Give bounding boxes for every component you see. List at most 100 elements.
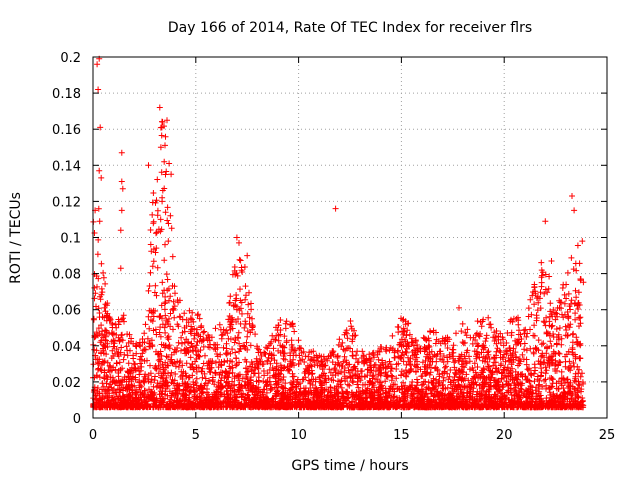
data-point [301, 370, 308, 376]
data-point [349, 338, 356, 345]
data-point [239, 310, 245, 317]
data-point [295, 361, 302, 368]
data-point [120, 356, 127, 363]
data-point [191, 325, 198, 332]
data-point [205, 359, 212, 366]
data-point [347, 318, 354, 324]
data-point [165, 285, 172, 292]
data-point [238, 383, 245, 390]
data-point [119, 331, 125, 338]
data-point [345, 345, 352, 351]
data-point [504, 330, 511, 336]
data-point [113, 360, 120, 367]
data-point [474, 364, 481, 370]
data-point [179, 340, 185, 347]
data-point [227, 293, 234, 300]
data-point [568, 297, 575, 304]
data-point [538, 283, 545, 290]
data-point [200, 343, 207, 350]
data-point [270, 345, 277, 352]
data-point [330, 377, 337, 384]
data-point [366, 351, 373, 358]
data-point [100, 274, 107, 281]
data-point [172, 371, 179, 377]
data-point [96, 310, 103, 316]
data-point [150, 307, 157, 314]
data-point [561, 300, 568, 307]
data-point [558, 368, 565, 375]
data-point [146, 283, 153, 289]
data-point [161, 300, 168, 307]
data-point [153, 230, 159, 237]
data-point [169, 253, 176, 260]
data-point [158, 132, 165, 139]
data-point [389, 332, 396, 339]
data-point [577, 373, 584, 380]
data-point [527, 296, 534, 303]
data-point [144, 335, 151, 342]
data-point [165, 220, 172, 227]
data-point [159, 194, 166, 201]
data-point [136, 378, 143, 385]
data-point [402, 348, 409, 355]
data-point [102, 308, 109, 315]
data-point [402, 338, 409, 345]
data-point [171, 314, 178, 321]
data-point [282, 380, 289, 387]
data-point [568, 254, 575, 261]
data-point [162, 293, 169, 300]
data-point [566, 358, 573, 365]
data-point [95, 325, 102, 332]
data-point [344, 381, 351, 388]
data-point [243, 339, 250, 346]
data-point [449, 346, 456, 353]
data-point [482, 338, 489, 345]
data-point [162, 171, 169, 178]
data-point [116, 359, 123, 366]
data-point [575, 289, 582, 296]
data-point [165, 354, 171, 361]
data-point [576, 260, 583, 267]
data-point [572, 287, 579, 294]
data-point [145, 313, 152, 320]
data-point [348, 325, 355, 332]
data-point [183, 360, 190, 367]
data-point [150, 258, 157, 265]
data-point [437, 356, 444, 362]
data-point [553, 326, 560, 332]
data-point [563, 281, 570, 288]
data-point [147, 227, 154, 233]
data-point [124, 352, 131, 359]
chart-title: Day 166 of 2014, Rate Of TEC Index for r… [168, 20, 532, 36]
data-point [220, 344, 227, 351]
data-point [574, 242, 581, 249]
data-point [430, 385, 437, 392]
data-point [236, 340, 243, 347]
data-point [386, 358, 393, 365]
data-point [538, 341, 545, 348]
data-point [556, 350, 563, 357]
data-point [462, 329, 469, 336]
data-point [118, 344, 125, 351]
data-point [577, 314, 584, 321]
data-point [168, 369, 175, 376]
data-point [232, 349, 239, 356]
data-point [389, 365, 395, 372]
data-point [544, 289, 551, 296]
data-point [558, 305, 564, 312]
data-point [102, 280, 109, 287]
data-point [149, 263, 156, 270]
data-point [152, 282, 159, 289]
data-point [560, 314, 567, 321]
data-point [566, 324, 573, 331]
data-point [233, 292, 240, 298]
data-point [150, 190, 157, 196]
data-point [100, 269, 107, 276]
data-point [164, 276, 171, 283]
data-point [125, 360, 132, 367]
data-point [523, 347, 530, 354]
data-point [109, 331, 116, 338]
data-point [201, 328, 208, 335]
data-point [576, 355, 583, 362]
data-point [242, 318, 249, 325]
